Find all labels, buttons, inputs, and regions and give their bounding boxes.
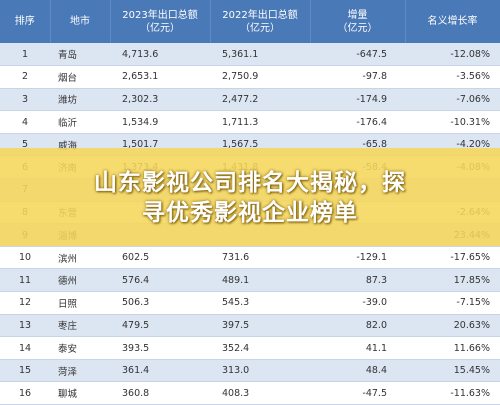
table-row: 15 菏泽 361.4 313.0 48.4 15.45% (0, 359, 500, 383)
table-row: 11 德州 576.4 489.1 87.3 17.85% (0, 268, 500, 293)
row-growth-rate: -7.15% (405, 291, 500, 315)
row-rank: 13 (0, 314, 50, 338)
row-increase: 48.4 (310, 359, 405, 383)
row-growth-rate: -12.08% (405, 43, 500, 67)
row-city: 聊城 (50, 381, 110, 405)
row-growth-rate: -17.65% (405, 246, 500, 270)
row-city: 临沂 (50, 110, 110, 134)
row-rank: 1 (0, 43, 50, 67)
row-growth-rate: -11.63% (405, 381, 500, 405)
row-2023-export: 602.5 (110, 246, 210, 270)
row-rank: 14 (0, 336, 50, 360)
banner-title-line-1: 山东影视公司排名大揭秘，探 (94, 170, 406, 196)
header-row: 排序 地市 2023年出口总额 （亿元） 2022年出口总额 （亿元） 增量 （… (0, 0, 500, 43)
row-city: 潍坊 (50, 88, 110, 112)
row-increase: -647.5 (310, 43, 405, 67)
row-2022-export: 489.1 (210, 268, 310, 293)
row-city: 烟台 (50, 65, 110, 89)
banner-title-line-2: 寻优秀影视企业榜单 (142, 200, 358, 226)
table-row: 16 聊城 360.8 408.3 -47.5 -11.63% (0, 381, 500, 405)
row-increase: -176.4 (310, 110, 405, 134)
row-growth-rate: 17.85% (405, 268, 500, 293)
row-2023-export: 1,534.9 (110, 110, 210, 134)
row-2023-export: 361.4 (110, 359, 210, 383)
row-2022-export: 731.6 (210, 246, 310, 270)
row-2023-export: 479.5 (110, 314, 210, 338)
row-2023-export: 576.4 (110, 268, 210, 293)
row-2022-export: 408.3 (210, 381, 310, 405)
row-2022-export: 352.4 (210, 336, 310, 360)
row-rank: 16 (0, 381, 50, 405)
row-rank: 11 (0, 268, 50, 293)
row-increase: -47.5 (310, 381, 405, 405)
row-increase: -174.9 (310, 88, 405, 112)
header-city: 地市 (50, 0, 111, 43)
row-increase: -39.0 (310, 291, 405, 315)
header-2022-export: 2022年出口总额 （亿元） (210, 0, 311, 43)
row-rank: 3 (0, 88, 50, 112)
row-2023-export: 2,653.1 (110, 65, 210, 89)
row-2022-export: 2,750.9 (210, 65, 310, 89)
row-increase: 41.1 (310, 336, 405, 360)
header-2023-export: 2023年出口总额 （亿元） (110, 0, 211, 43)
row-2022-export: 5,361.1 (210, 43, 310, 67)
table-row: 12 日照 506.3 545.3 -39.0 -7.15% (0, 291, 500, 315)
row-increase: 87.3 (310, 268, 405, 293)
table-row: 2 烟台 2,653.1 2,750.9 -97.8 -3.56% (0, 65, 500, 89)
row-increase: -97.8 (310, 65, 405, 89)
row-2022-export: 2,477.2 (210, 88, 310, 112)
row-growth-rate: 11.66% (405, 336, 500, 360)
row-city: 日照 (50, 291, 110, 315)
row-2023-export: 2,302.3 (110, 88, 210, 112)
header-growth-rate: 名义增长率 (405, 0, 500, 43)
row-2023-export: 4,713.6 (110, 43, 210, 67)
row-increase: 82.0 (310, 314, 405, 338)
table-header: 排序 地市 2023年出口总额 （亿元） 2022年出口总额 （亿元） 增量 （… (0, 0, 500, 43)
row-rank: 4 (0, 110, 50, 134)
row-city: 枣庄 (50, 314, 110, 338)
row-growth-rate: -10.31% (405, 110, 500, 134)
row-increase: -129.1 (310, 246, 405, 270)
header-rank: 排序 (0, 0, 51, 43)
row-rank: 12 (0, 291, 50, 315)
row-2023-export: 506.3 (110, 291, 210, 315)
row-city: 青岛 (50, 43, 110, 67)
row-growth-rate: -7.06% (405, 88, 500, 112)
row-city: 滨州 (50, 246, 110, 270)
row-rank: 2 (0, 65, 50, 89)
row-growth-rate: 15.45% (405, 359, 500, 383)
row-2023-export: 393.5 (110, 336, 210, 360)
table-row: 10 滨州 602.5 731.6 -129.1 -17.65% (0, 246, 500, 270)
row-rank: 15 (0, 359, 50, 383)
row-2022-export: 545.3 (210, 291, 310, 315)
row-growth-rate: -3.56% (405, 65, 500, 89)
row-2022-export: 313.0 (210, 359, 310, 383)
table-row: 14 泰安 393.5 352.4 41.1 11.66% (0, 336, 500, 360)
title-banner: 山东影视公司排名大揭秘，探 寻优秀影视企业榜单 (0, 148, 500, 246)
table-row: 13 枣庄 479.5 397.5 82.0 20.63% (0, 314, 500, 338)
row-rank: 10 (0, 246, 50, 270)
table-row: 1 青岛 4,713.6 5,361.1 -647.5 -12.08% (0, 43, 500, 67)
row-city: 菏泽 (50, 359, 110, 383)
table-row: 3 潍坊 2,302.3 2,477.2 -174.9 -7.06% (0, 88, 500, 112)
row-2022-export: 397.5 (210, 314, 310, 338)
row-2023-export: 360.8 (110, 381, 210, 405)
row-growth-rate: 20.63% (405, 314, 500, 338)
row-city: 泰安 (50, 336, 110, 360)
banner-title: 山东影视公司排名大揭秘，探 寻优秀影视企业榜单 (0, 168, 500, 228)
row-2022-export: 1,711.3 (210, 110, 310, 134)
table-row: 4 临沂 1,534.9 1,711.3 -176.4 -10.31% (0, 110, 500, 134)
header-increase: 增量 （亿元） (310, 0, 406, 43)
row-city: 德州 (50, 268, 110, 293)
